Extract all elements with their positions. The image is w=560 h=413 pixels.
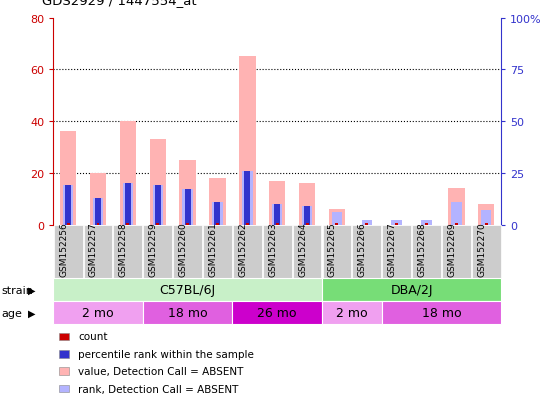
Bar (90, 173, 106, 225)
Bar (93, 198, 103, 225)
Bar (96, 223, 100, 225)
Bar (60, 132, 76, 225)
Bar (425, 223, 428, 225)
Text: GDS2929 / 1447554_at: GDS2929 / 1447554_at (42, 0, 197, 7)
Bar (478, 204, 494, 225)
Bar (209, 178, 226, 225)
Text: C57BL/6J: C57BL/6J (160, 284, 216, 297)
Text: GSM152263: GSM152263 (268, 222, 277, 277)
Text: 2 mo: 2 mo (336, 306, 368, 319)
Text: 18 mo: 18 mo (422, 306, 461, 319)
Bar (365, 223, 368, 225)
Bar (362, 221, 372, 225)
Text: ▶: ▶ (28, 308, 35, 318)
Bar (150, 140, 166, 225)
Text: GSM152256: GSM152256 (59, 222, 68, 277)
Text: ▶: ▶ (28, 285, 35, 295)
Bar (395, 223, 398, 225)
Text: GSM152269: GSM152269 (447, 222, 456, 277)
Text: GSM152266: GSM152266 (358, 222, 367, 277)
Bar (183, 190, 193, 225)
Text: count: count (78, 332, 108, 342)
Bar (123, 184, 133, 225)
Text: age: age (2, 308, 22, 318)
Text: GSM152265: GSM152265 (328, 222, 337, 277)
Bar (242, 171, 253, 225)
Bar (65, 186, 71, 225)
Text: percentile rank within the sample: percentile rank within the sample (78, 349, 254, 359)
Text: GSM152267: GSM152267 (388, 222, 396, 277)
Text: GSM152258: GSM152258 (119, 222, 128, 277)
Bar (156, 223, 159, 225)
Bar (335, 223, 338, 225)
Bar (421, 221, 432, 225)
Text: GSM152268: GSM152268 (418, 222, 427, 277)
Bar (304, 206, 310, 225)
Text: GSM152257: GSM152257 (89, 222, 98, 277)
Bar (391, 221, 402, 225)
Bar (127, 223, 129, 225)
Bar (481, 211, 492, 225)
Bar (276, 223, 279, 225)
Bar (212, 202, 223, 225)
Text: GSM152262: GSM152262 (239, 222, 248, 277)
Text: 2 mo: 2 mo (82, 306, 114, 319)
Text: 26 mo: 26 mo (258, 306, 297, 319)
Bar (272, 204, 282, 225)
Bar (186, 223, 189, 225)
Bar (155, 186, 161, 225)
Bar (67, 223, 69, 225)
Bar (306, 223, 309, 225)
Bar (448, 189, 465, 225)
Bar (95, 198, 101, 225)
Bar (269, 181, 286, 225)
Bar (244, 171, 250, 225)
Bar (455, 223, 458, 225)
Text: GSM152259: GSM152259 (149, 222, 158, 277)
Bar (299, 184, 315, 225)
Bar (332, 213, 342, 225)
Text: strain: strain (2, 285, 34, 295)
Bar (216, 223, 219, 225)
Text: 18 mo: 18 mo (168, 306, 207, 319)
Bar (125, 184, 131, 225)
Text: GSM152270: GSM152270 (477, 222, 486, 277)
Text: value, Detection Call = ABSENT: value, Detection Call = ABSENT (78, 366, 244, 376)
Bar (179, 161, 196, 225)
Text: GSM152261: GSM152261 (208, 222, 217, 277)
Bar (120, 122, 136, 225)
Text: GSM152260: GSM152260 (179, 222, 188, 277)
Text: DBA/2J: DBA/2J (390, 284, 433, 297)
Bar (185, 190, 190, 225)
Bar (329, 210, 345, 225)
Bar (63, 186, 73, 225)
Bar (302, 206, 312, 225)
Text: rank, Detection Call = ABSENT: rank, Detection Call = ABSENT (78, 384, 239, 394)
Bar (274, 204, 280, 225)
Bar (246, 223, 249, 225)
Bar (214, 202, 221, 225)
Bar (239, 57, 255, 225)
Bar (451, 202, 461, 225)
Bar (152, 186, 163, 225)
Bar (485, 223, 488, 225)
Text: GSM152264: GSM152264 (298, 222, 307, 277)
